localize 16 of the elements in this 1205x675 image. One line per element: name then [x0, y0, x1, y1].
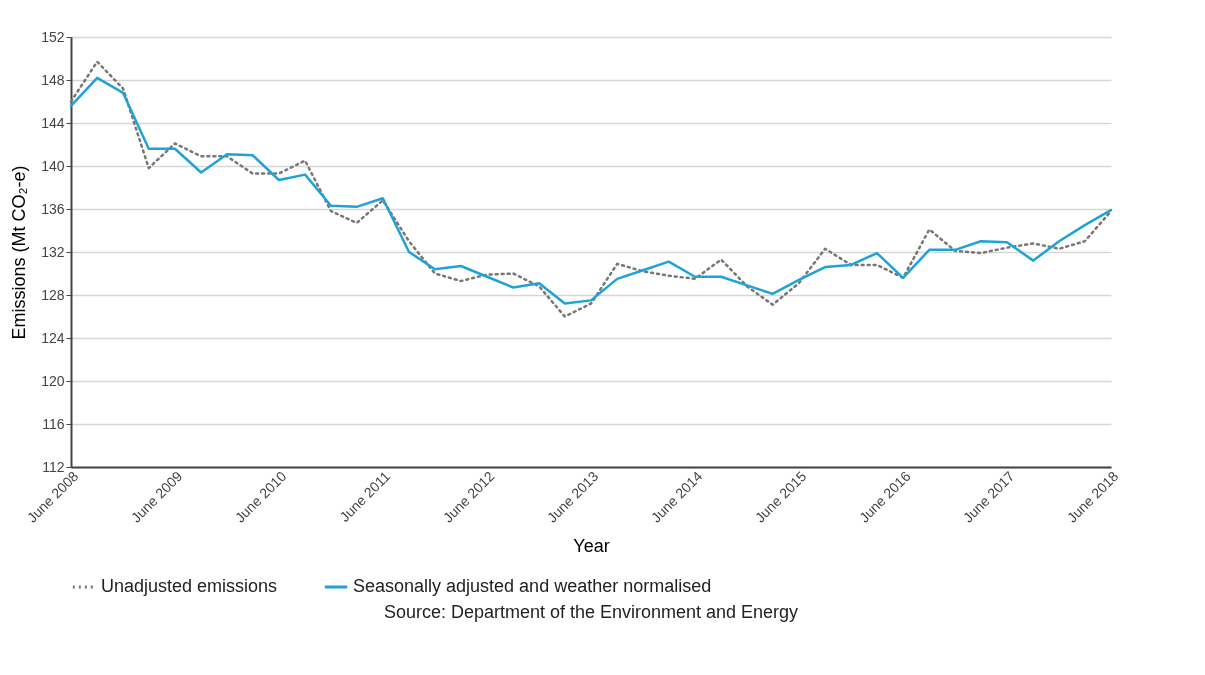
source-note: Source: Department of the Environment and Energy [383, 602, 799, 622]
legend-label: Seasonally adjusted and weather normalised [353, 576, 712, 596]
y-tick-label: 128 [41, 286, 65, 303]
legend-label: Unadjusted emissions [101, 576, 278, 596]
y-tick-label: 148 [41, 71, 65, 88]
y-tick-label: 116 [42, 415, 65, 432]
y-tick-label: 144 [41, 114, 65, 131]
x-axis-title: Year [573, 535, 610, 556]
y-tick-label: 112 [42, 458, 65, 475]
y-tick-label: 140 [41, 157, 65, 174]
y-tick-label: 124 [41, 329, 65, 346]
y-tick-label: 152 [41, 28, 65, 45]
y-tick-label: 136 [41, 200, 65, 217]
y-tick-label: 132 [41, 243, 65, 260]
y-tick-label: 120 [41, 372, 65, 389]
y-axis-title: Emissions (Mt CO₂-e) [9, 165, 30, 340]
